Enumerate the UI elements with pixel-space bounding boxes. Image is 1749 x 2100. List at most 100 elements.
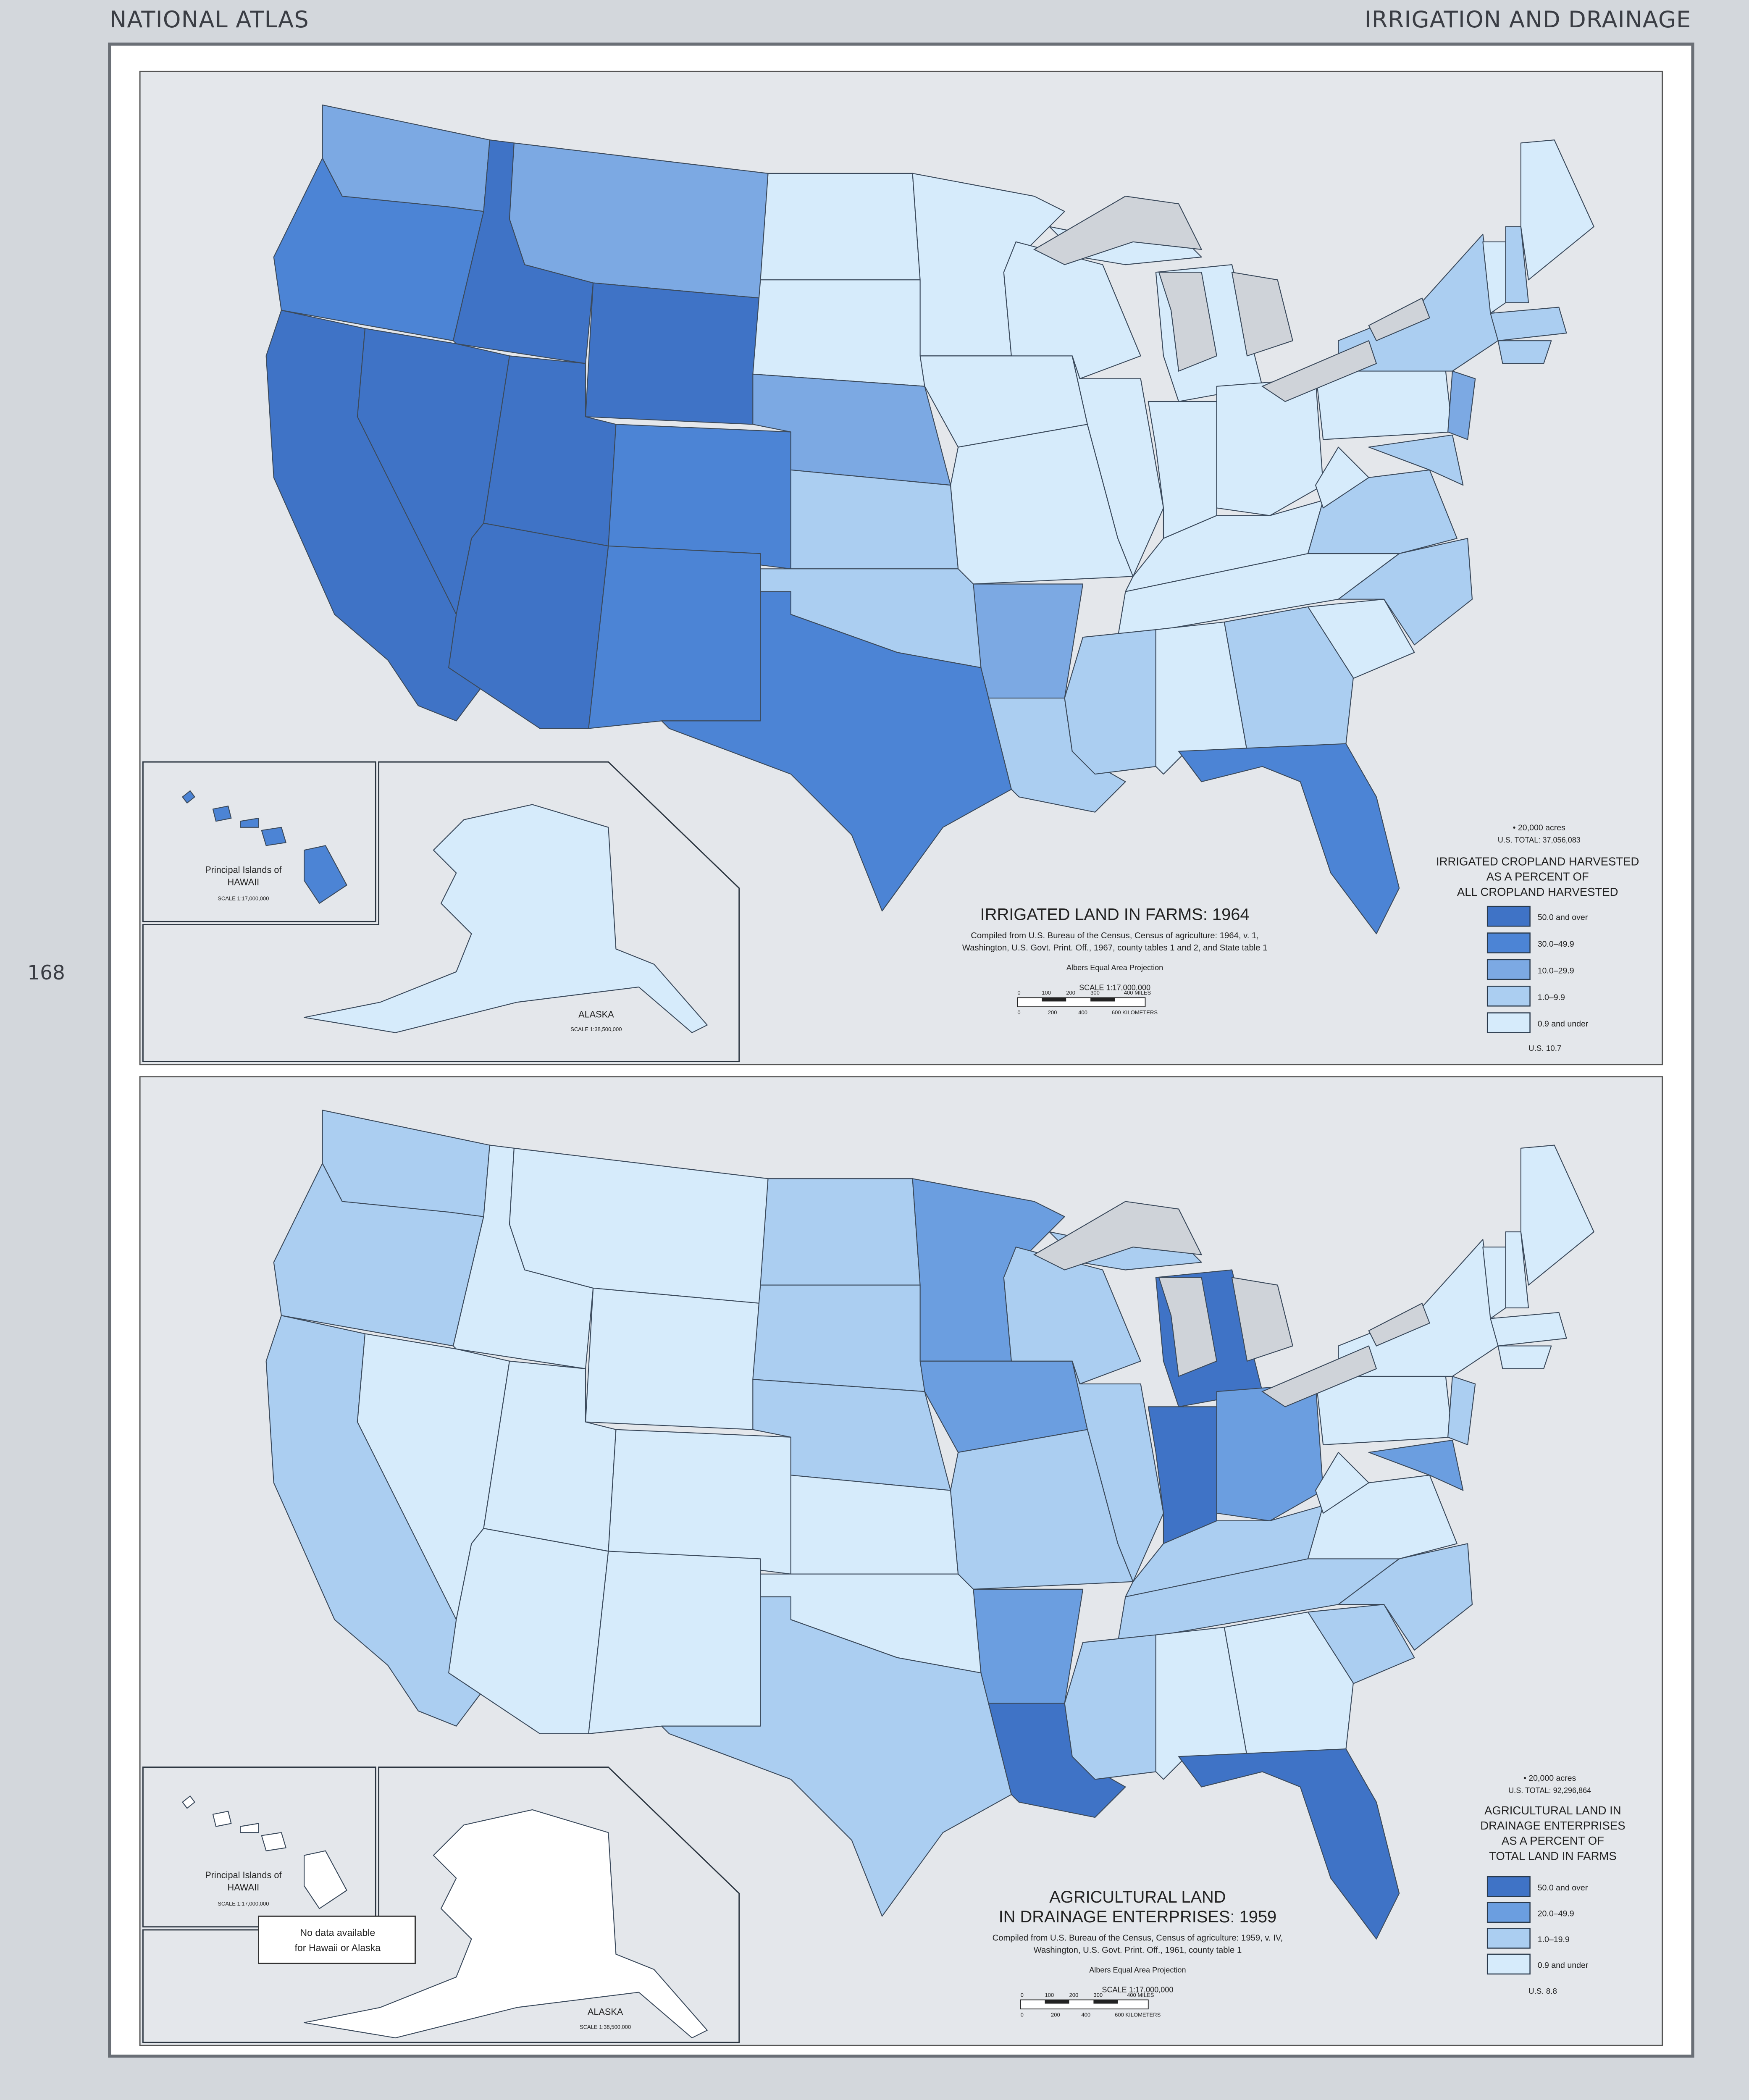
atlas-name: NATIONAL ATLAS bbox=[110, 6, 309, 33]
map-title-2: IN DRAINAGE ENTERPRISES: 1959 bbox=[999, 1908, 1277, 1926]
alaska-scale: SCALE 1:38,500,000 bbox=[580, 2024, 631, 2030]
legend-label: 0.9 and under bbox=[1538, 1961, 1589, 1970]
us-value: U.S. 8.8 bbox=[1528, 1987, 1557, 1995]
state-ks bbox=[790, 469, 959, 570]
scale-bar-segment bbox=[1093, 2000, 1118, 2004]
hawaii-island bbox=[304, 1850, 347, 1909]
scale-km-label: 0 bbox=[1017, 1009, 1020, 1016]
legend-title-3: ALL CROPLAND HARVESTED bbox=[1457, 885, 1618, 898]
scale-km-label: 400 bbox=[1081, 2011, 1090, 2018]
hawaii-scale: SCALE 1:17,000,000 bbox=[218, 1900, 269, 1907]
state-il bbox=[1071, 355, 1164, 577]
source-line-1: Compiled from U.S. Bureau of the Census,… bbox=[971, 931, 1259, 940]
scale-miles-label: 400 MILES bbox=[1124, 990, 1151, 996]
state-sc bbox=[1307, 1604, 1415, 1684]
state-ga bbox=[1224, 606, 1354, 752]
hawaii-label-2: HAWAII bbox=[228, 1882, 260, 1893]
state-nh bbox=[1505, 226, 1529, 303]
state-nd bbox=[760, 1178, 921, 1286]
state-sd bbox=[752, 1284, 925, 1392]
page-number: 168 bbox=[27, 961, 65, 984]
legend-label: 30.0–49.9 bbox=[1538, 940, 1574, 949]
state-wv bbox=[1315, 1452, 1369, 1514]
alaska-label: ALASKA bbox=[588, 2007, 623, 2017]
legend-swatch bbox=[1486, 1928, 1531, 1949]
scale-km-label: 0 bbox=[1021, 2011, 1024, 2018]
state-nm bbox=[588, 545, 761, 729]
hawaii-island bbox=[304, 845, 347, 904]
legend-title-4: TOTAL LAND IN FARMS bbox=[1489, 1849, 1617, 1862]
alaska-inset-frame bbox=[142, 761, 740, 1062]
state-ar bbox=[973, 1588, 1084, 1704]
legend-swatch bbox=[1486, 1876, 1531, 1897]
state-nd bbox=[760, 173, 921, 281]
great-lake bbox=[1158, 1277, 1217, 1377]
no-data-note-1: No data available bbox=[300, 1927, 375, 1938]
map-title: IRRIGATED LAND IN FARMS: 1964 bbox=[980, 906, 1250, 924]
irrigation-map-panel: Principal Islands of HAWAII SCALE 1:17,0… bbox=[139, 71, 1663, 1066]
scale-bar-segment bbox=[1042, 998, 1066, 1002]
source-line-2: Washington, U.S. Govt. Print. Off., 1967… bbox=[962, 943, 1268, 953]
state-ma bbox=[1490, 307, 1567, 341]
scale-miles-label: 200 bbox=[1066, 990, 1075, 996]
state-ma bbox=[1490, 1312, 1567, 1347]
great-lake bbox=[1158, 272, 1217, 372]
page-section-title: IRRIGATION AND DRAINAGE bbox=[1365, 6, 1691, 33]
great-lake bbox=[1033, 196, 1203, 265]
source-line-1: Compiled from U.S. Bureau of the Census,… bbox=[993, 1933, 1283, 1942]
legend-title-1: IRRIGATED CROPLAND HARVESTED bbox=[1436, 855, 1639, 868]
scale-miles-label: 0 bbox=[1017, 990, 1020, 996]
scale-miles-label: 0 bbox=[1021, 1992, 1024, 1998]
source-line-2: Washington, U.S. Govt. Print. Off., 1961… bbox=[1034, 1945, 1242, 1955]
no-data-box bbox=[258, 1915, 416, 1964]
dot-legend: • 20,000 acres bbox=[1523, 1774, 1576, 1783]
legend-label: 20.0–49.9 bbox=[1538, 1909, 1574, 1918]
scale-km-label: 600 KILOMETERS bbox=[1112, 1009, 1158, 1016]
projection-label: Albers Equal Area Projection bbox=[1066, 963, 1163, 972]
scale-miles-label: 300 bbox=[1090, 990, 1100, 996]
legend-label: 0.9 and under bbox=[1538, 1019, 1589, 1029]
no-data-note-2: for Hawaii or Alaska bbox=[295, 1942, 381, 1953]
state-nj bbox=[1447, 370, 1476, 440]
scale-km-label: 400 bbox=[1078, 1009, 1087, 1016]
state-sc bbox=[1307, 598, 1415, 679]
legend-label: 1.0–19.9 bbox=[1538, 1935, 1570, 1944]
state-wy bbox=[585, 1287, 761, 1430]
legend-swatch bbox=[1486, 1902, 1531, 1923]
legend-label: 10.0–29.9 bbox=[1538, 966, 1574, 975]
scale-label: SCALE 1:17,000,000 bbox=[1102, 1985, 1173, 1994]
us-states-layer bbox=[265, 104, 1594, 934]
us-total: U.S. TOTAL: 37,056,083 bbox=[1498, 836, 1581, 844]
great-lake bbox=[1231, 271, 1294, 357]
state-nj bbox=[1447, 1376, 1476, 1445]
great-lake bbox=[1261, 340, 1377, 402]
state-md bbox=[1368, 434, 1464, 486]
hawaii-island bbox=[182, 1796, 195, 1809]
scale-miles-label: 100 bbox=[1042, 990, 1051, 996]
legend: 50.0 and over 30.0–49.9 10.0–29.9 1.0–9.9 0.… bbox=[1486, 906, 1589, 1033]
state-nm bbox=[588, 1551, 761, 1734]
scale-bar-track bbox=[1020, 1999, 1149, 2010]
state-fl bbox=[1178, 1748, 1400, 1940]
scale-miles-label: 400 MILES bbox=[1127, 1992, 1154, 1998]
scale-bar-track bbox=[1017, 997, 1146, 1008]
legend-swatch bbox=[1486, 985, 1531, 1007]
drainage-map-panel: Principal Islands of HAWAII SCALE 1:17,0… bbox=[139, 1076, 1663, 2046]
hawaii-label: Principal Islands of bbox=[205, 1870, 282, 1880]
scale-km-label: 600 KILOMETERS bbox=[1115, 2011, 1161, 2018]
hawaii-island bbox=[240, 1823, 259, 1833]
hawaii-label: Principal Islands of bbox=[205, 864, 282, 875]
state-nh bbox=[1505, 1231, 1529, 1309]
scale-bar-segment bbox=[1045, 2000, 1069, 2004]
legend-title-3: AS A PERCENT OF bbox=[1502, 1834, 1604, 1847]
legend-label: 50.0 and over bbox=[1538, 1883, 1588, 1893]
hawaii-inset-frame bbox=[142, 761, 376, 922]
hawaii-island bbox=[212, 1811, 232, 1827]
state-ks bbox=[790, 1475, 959, 1575]
state-ga bbox=[1224, 1612, 1354, 1757]
state-il bbox=[1071, 1360, 1164, 1582]
state-tx bbox=[661, 1596, 1012, 1917]
projection-label: Albers Equal Area Projection bbox=[1089, 1966, 1186, 1974]
legend-label: 50.0 and over bbox=[1538, 913, 1588, 922]
